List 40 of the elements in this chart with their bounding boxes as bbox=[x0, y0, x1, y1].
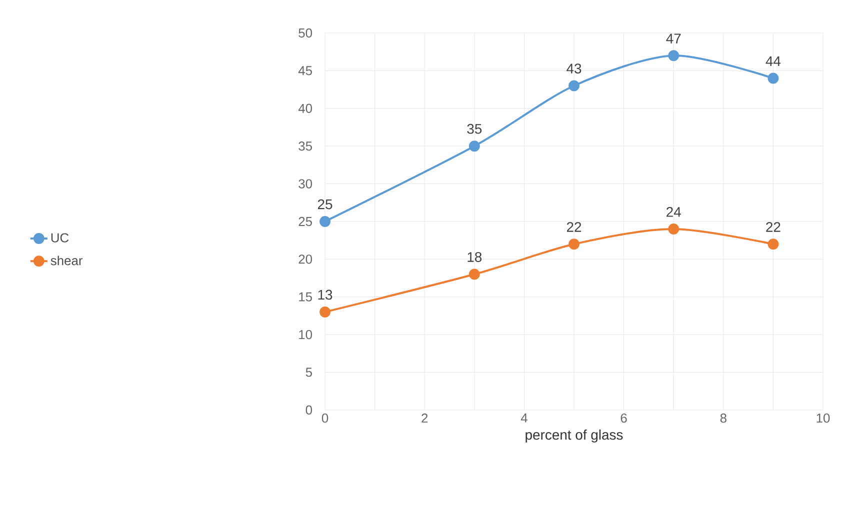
data-label: 24 bbox=[666, 206, 681, 217]
legend-label: shear bbox=[50, 256, 83, 266]
data-label: 47 bbox=[666, 34, 681, 44]
data-label: 18 bbox=[468, 252, 482, 262]
x-tick-label: 8 bbox=[720, 414, 726, 423]
y-tick-label: 50 bbox=[298, 28, 312, 38]
point bbox=[668, 224, 680, 235]
point bbox=[768, 72, 779, 84]
y-tick-label: 15 bbox=[299, 292, 312, 302]
y-tick-label: 40 bbox=[298, 104, 312, 113]
y-tick-label: 25 bbox=[298, 216, 312, 226]
point bbox=[320, 216, 330, 227]
y-tick-label: 0 bbox=[306, 405, 312, 415]
point bbox=[668, 50, 680, 62]
point bbox=[468, 140, 480, 152]
x-axis-title: percent of glass bbox=[526, 430, 623, 443]
x-tick-label: 4 bbox=[520, 414, 528, 422]
data-label: 22 bbox=[566, 222, 582, 232]
y-tick-label: 10 bbox=[299, 330, 312, 340]
x-tick-label: 6 bbox=[620, 414, 627, 423]
data-label: 35 bbox=[467, 124, 482, 134]
point bbox=[768, 238, 779, 250]
y-tick-label: 5 bbox=[306, 368, 312, 377]
y-tick-label: 35 bbox=[298, 142, 312, 151]
x-tick-label: 2 bbox=[422, 414, 428, 423]
data-label: 13 bbox=[318, 290, 332, 300]
data-label: 25 bbox=[318, 199, 332, 210]
x-tick-label: 10 bbox=[816, 414, 830, 423]
y-tick-label: 45 bbox=[298, 66, 312, 76]
data-label: 43 bbox=[566, 64, 582, 74]
point bbox=[568, 238, 580, 250]
y-tick-label: 20 bbox=[298, 254, 312, 264]
data-label: 22 bbox=[766, 222, 780, 232]
legend-label: UC bbox=[51, 233, 69, 242]
point bbox=[468, 268, 480, 280]
point bbox=[320, 306, 330, 318]
y-tick-label: 30 bbox=[298, 179, 312, 188]
x-tick-label: 0 bbox=[322, 414, 328, 423]
point bbox=[568, 80, 580, 92]
data-label: 44 bbox=[766, 56, 781, 66]
